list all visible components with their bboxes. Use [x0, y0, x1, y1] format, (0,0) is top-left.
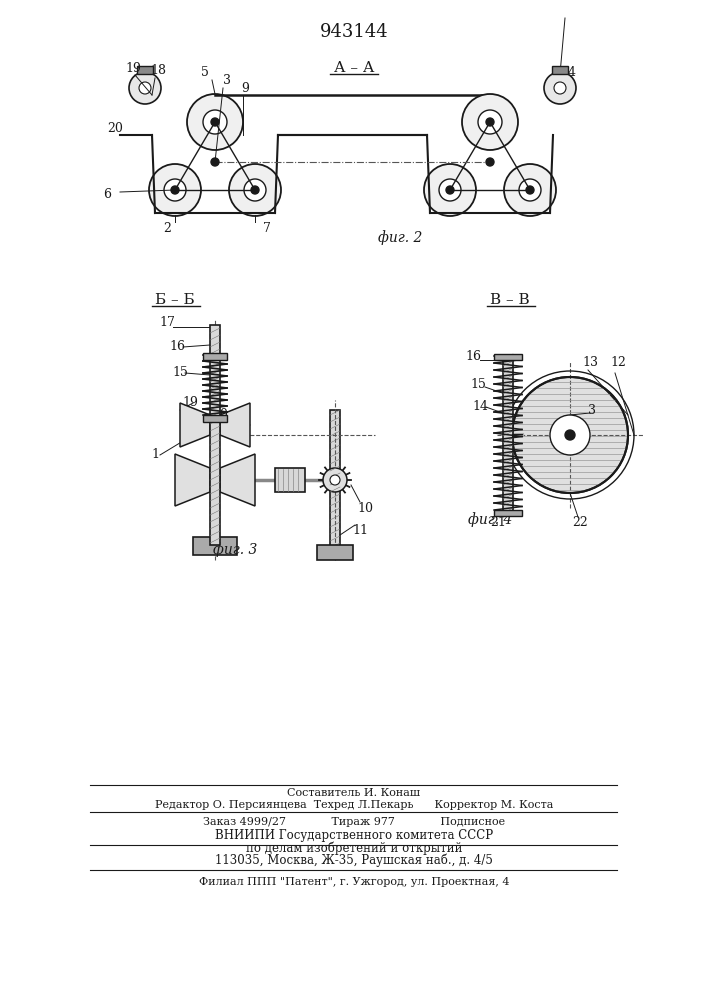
Circle shape	[149, 164, 201, 216]
Circle shape	[504, 164, 556, 216]
Circle shape	[164, 179, 186, 201]
Circle shape	[424, 164, 476, 216]
Circle shape	[187, 94, 243, 150]
Text: 10: 10	[357, 502, 373, 514]
Bar	[330, 410, 340, 550]
Text: 13: 13	[582, 357, 598, 369]
Text: 20: 20	[107, 121, 123, 134]
Text: 19: 19	[182, 396, 198, 410]
Text: 14: 14	[472, 400, 488, 414]
Circle shape	[244, 179, 266, 201]
Circle shape	[323, 468, 347, 492]
Bar	[193, 537, 237, 555]
Circle shape	[519, 179, 541, 201]
Text: Составитель И. Конаш: Составитель И. Конаш	[288, 788, 421, 798]
Circle shape	[526, 186, 534, 194]
Text: по делам изобретений и открытий: по делам изобретений и открытий	[246, 841, 462, 855]
Polygon shape	[220, 454, 255, 506]
Circle shape	[229, 164, 281, 216]
Circle shape	[251, 186, 259, 194]
Text: ВНИИПИ Государственного комитета СССР: ВНИИПИ Государственного комитета СССР	[215, 828, 493, 842]
Circle shape	[550, 415, 590, 455]
Polygon shape	[175, 454, 210, 506]
Circle shape	[330, 475, 340, 485]
Text: 1: 1	[151, 448, 159, 462]
Bar	[137, 66, 153, 74]
Circle shape	[544, 72, 576, 104]
Text: 16: 16	[465, 351, 481, 363]
Text: 3: 3	[588, 403, 596, 416]
Text: А – А: А – А	[334, 61, 374, 75]
Bar	[317, 545, 353, 560]
Text: 19: 19	[125, 62, 141, 75]
Text: 16: 16	[169, 340, 185, 354]
Text: фиг. 4: фиг. 4	[468, 513, 512, 527]
Circle shape	[211, 158, 219, 166]
Circle shape	[554, 82, 566, 94]
Text: Б – Б: Б – Б	[156, 293, 195, 307]
Text: 113035, Москва, Ж-35, Раушская наб., д. 4/5: 113035, Москва, Ж-35, Раушская наб., д. …	[215, 853, 493, 867]
Bar	[552, 66, 568, 74]
Text: 18: 18	[150, 64, 166, 77]
Text: 15: 15	[172, 366, 188, 379]
Polygon shape	[220, 403, 250, 447]
Text: Филиал ППП "Патент", г. Ужгород, ул. Проектная, 4: Филиал ППП "Патент", г. Ужгород, ул. Про…	[199, 877, 509, 887]
Text: 6: 6	[103, 188, 111, 202]
Circle shape	[512, 377, 628, 493]
Circle shape	[486, 158, 494, 166]
Text: 22: 22	[572, 516, 588, 530]
Circle shape	[129, 72, 161, 104]
Bar	[203, 353, 227, 360]
Bar	[275, 468, 305, 492]
Text: 4: 4	[568, 66, 576, 79]
Text: 5: 5	[201, 66, 209, 79]
Bar	[503, 355, 513, 515]
Circle shape	[462, 94, 518, 150]
Text: Редактор О. Персиянцева  Техред Л.Пекарь      Корректор М. Коста: Редактор О. Персиянцева Техред Л.Пекарь …	[155, 800, 553, 810]
Bar	[203, 415, 227, 422]
Text: 9: 9	[241, 82, 249, 95]
Text: 943144: 943144	[320, 23, 388, 41]
Text: Заказ 4999/27             Тираж 977             Подписное: Заказ 4999/27 Тираж 977 Подписное	[203, 817, 505, 827]
Text: 2: 2	[163, 222, 171, 234]
Circle shape	[486, 118, 494, 126]
Circle shape	[139, 82, 151, 94]
Bar	[494, 510, 522, 516]
Circle shape	[203, 110, 227, 134]
Circle shape	[439, 179, 461, 201]
Polygon shape	[180, 403, 210, 447]
Text: фиг. 3: фиг. 3	[213, 543, 257, 557]
Text: В – В: В – В	[490, 293, 530, 307]
Circle shape	[211, 118, 219, 126]
Text: 20: 20	[212, 408, 228, 422]
Circle shape	[565, 430, 575, 440]
Text: 21: 21	[490, 516, 506, 530]
Text: 17: 17	[159, 316, 175, 330]
Text: 3: 3	[223, 74, 231, 87]
Circle shape	[478, 110, 502, 134]
Circle shape	[171, 186, 179, 194]
Bar	[494, 354, 522, 360]
Circle shape	[446, 186, 454, 194]
Bar	[210, 325, 220, 545]
Text: 11: 11	[352, 524, 368, 536]
Text: 7: 7	[263, 222, 271, 234]
Text: 12: 12	[610, 357, 626, 369]
Text: фиг. 2: фиг. 2	[378, 231, 422, 245]
Text: 15: 15	[470, 378, 486, 391]
